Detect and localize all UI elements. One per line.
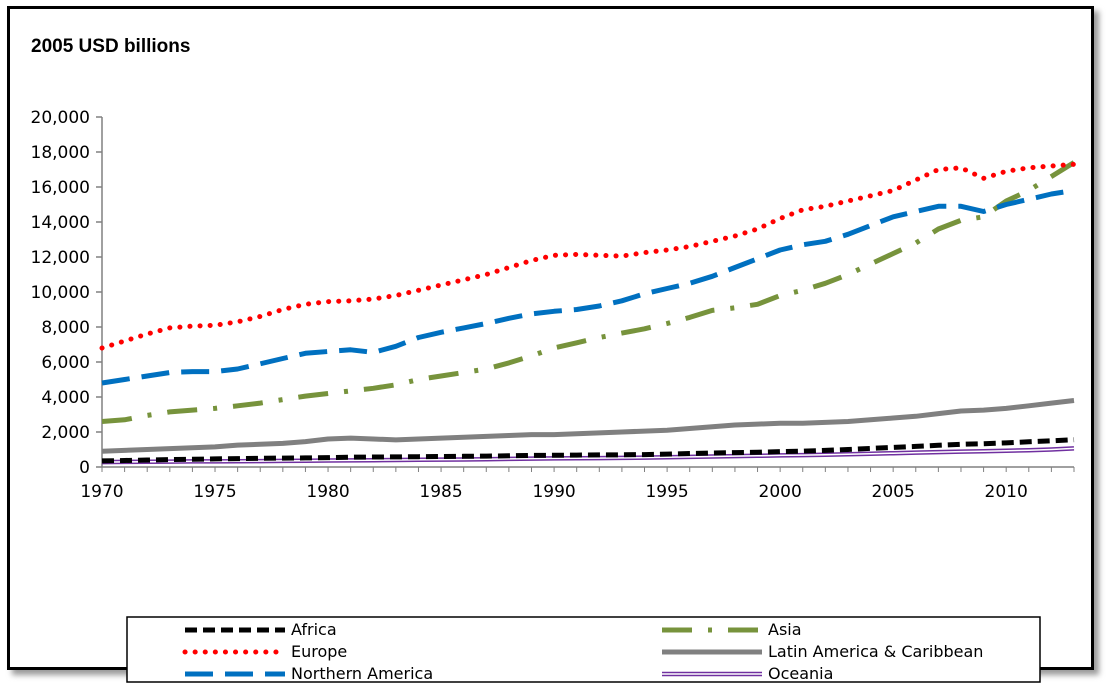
legend-label-europe: Europe <box>291 642 347 661</box>
chart-title: 2005 USD billions <box>31 36 190 57</box>
legend-label-africa: Africa <box>291 620 337 639</box>
legend-label-asia: Asia <box>768 620 802 639</box>
x-tick-label: 2000 <box>759 482 802 502</box>
x-tick-label: 2010 <box>985 482 1028 502</box>
x-tick-label: 1995 <box>645 482 688 502</box>
legend-label-latin-america-and-caribbean: Latin America & Caribbean <box>768 642 983 661</box>
series-line-oceania-inner <box>101 447 1075 463</box>
y-tick-label: 4,000 <box>41 388 90 408</box>
y-tick-label: 18,000 <box>31 143 90 163</box>
series-line-africa <box>101 437 1075 464</box>
legend-label-oceania: Oceania <box>768 664 833 683</box>
legend: Africa Asia Europe Latin America & Caribbea… <box>126 616 1041 683</box>
y-tick-label: 2,000 <box>41 423 90 443</box>
y-tick-label: 0 <box>79 458 90 478</box>
axes: 0 2,000 4,000 6,000 8,000 10,000 12,000 14,000 1… <box>31 108 1075 502</box>
y-tick-label: 6,000 <box>41 353 90 373</box>
x-tick-label: 1990 <box>532 482 575 502</box>
series-line-asia <box>101 160 1076 424</box>
series-layer <box>99 160 1077 465</box>
series-line-europe <box>99 161 1077 351</box>
y-tick-label: 14,000 <box>31 213 90 233</box>
y-tick-label: 20,000 <box>31 108 90 128</box>
chart-frame <box>7 6 1094 670</box>
x-tick-label: 2005 <box>872 482 915 502</box>
x-tick-label: 1985 <box>419 482 462 502</box>
legend-label-northern-america: Northern America <box>291 664 433 683</box>
x-tick-label: 1975 <box>193 482 236 502</box>
y-tick-label: 8,000 <box>41 318 90 338</box>
y-tick-label: 16,000 <box>31 178 90 198</box>
series-line-northern-america <box>101 188 1075 386</box>
y-tick-label: 12,000 <box>31 248 90 268</box>
series-line-latin-america-and-caribbean <box>101 398 1075 454</box>
x-tick-label: 1980 <box>306 482 349 502</box>
x-tick-label: 1970 <box>80 482 123 502</box>
y-tick-label: 10,000 <box>31 283 90 303</box>
